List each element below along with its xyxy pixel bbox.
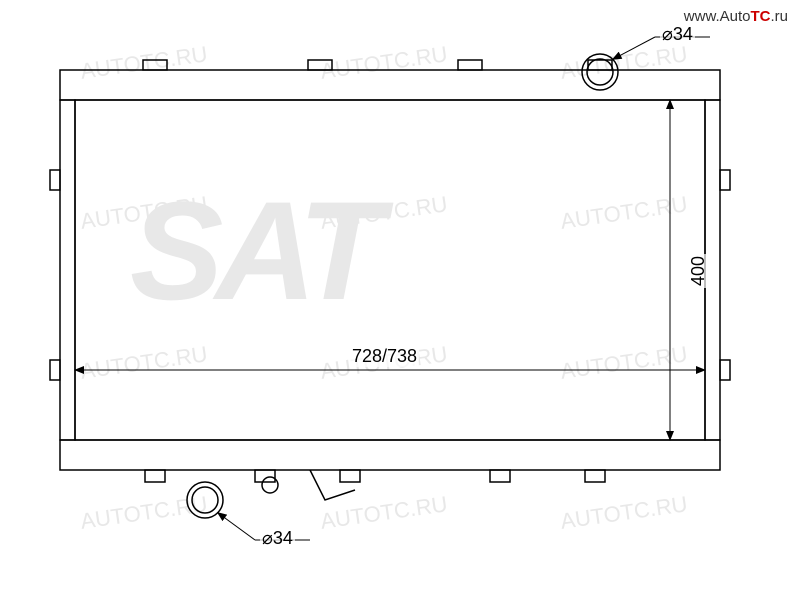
- bottom-port-dimension: ⌀34: [260, 528, 295, 549]
- width-dimension: 728/738: [350, 346, 419, 367]
- height-dimension: 400: [688, 254, 709, 288]
- technical-drawing: [0, 0, 800, 600]
- source-url: www.AutoTC.ru: [684, 8, 788, 25]
- top-port-dimension: ⌀34: [660, 24, 695, 45]
